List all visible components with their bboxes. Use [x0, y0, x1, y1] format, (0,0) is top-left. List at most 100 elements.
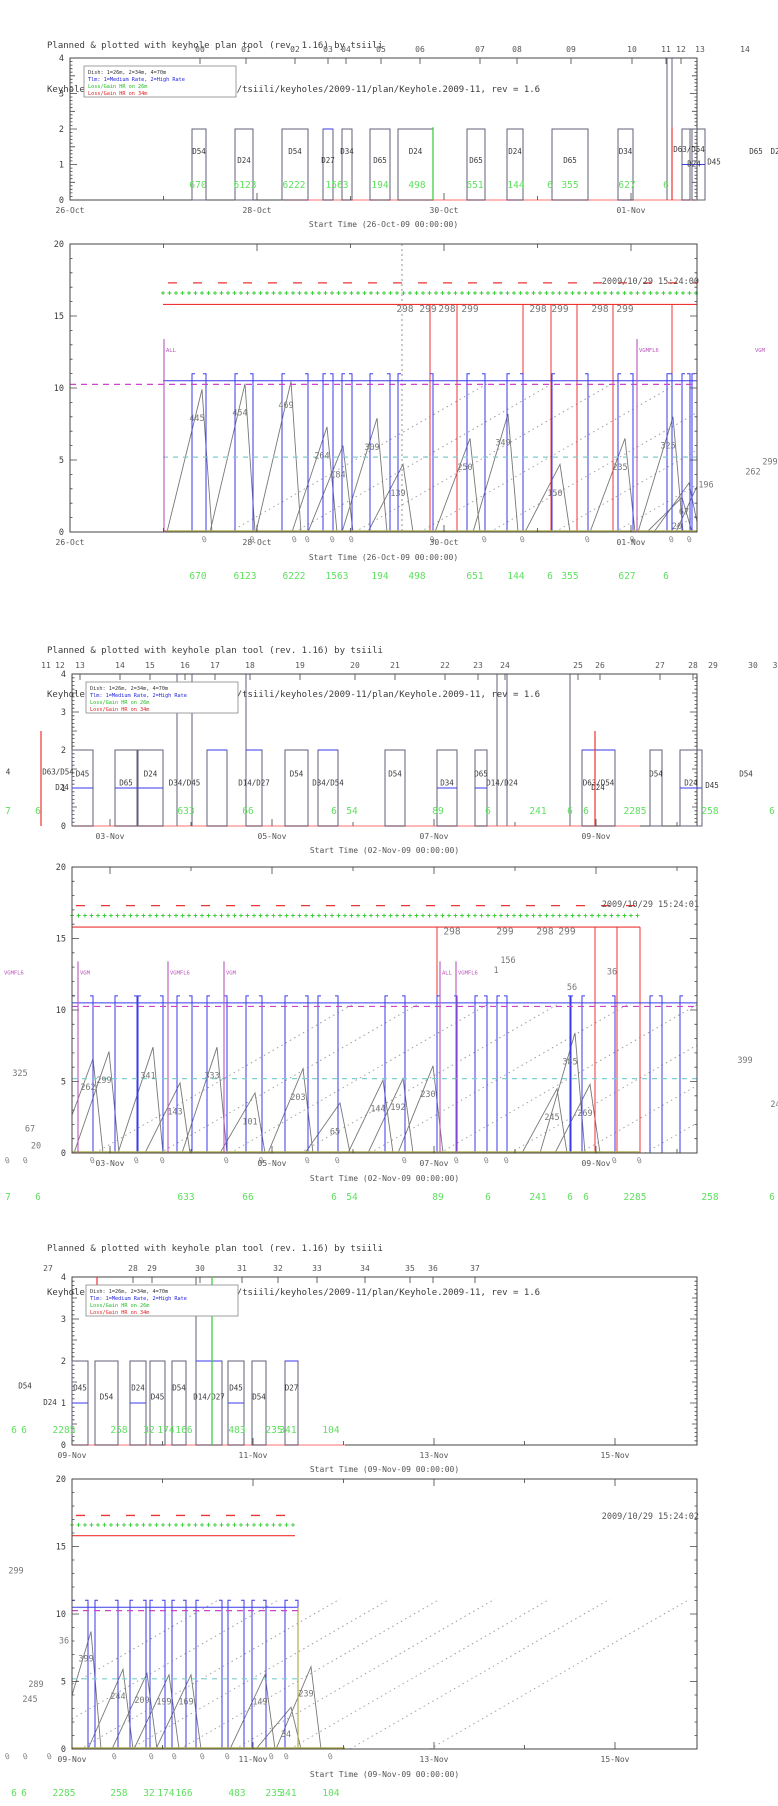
- pass-value-green: 6: [547, 571, 553, 582]
- track-peak-value: 289: [28, 1680, 43, 1690]
- dish-bar-label: D54: [172, 1383, 186, 1392]
- pass-value-green: 258: [110, 1788, 127, 1799]
- dish-bar-label: D65: [749, 147, 763, 156]
- diagonal-dotted-line: [229, 381, 491, 532]
- diagonal-dotted-line: [429, 1598, 691, 1749]
- track-number: 14: [740, 45, 750, 54]
- pass-value-green: 1563: [326, 571, 349, 582]
- track-peak-value: 309: [364, 443, 379, 453]
- zero-mark: 0: [611, 1156, 618, 1166]
- dish-bar-label: D24: [144, 770, 158, 779]
- track-peak-value: 144: [370, 1105, 385, 1115]
- pass-value-green: 6: [331, 806, 337, 817]
- track-number: 3: [773, 661, 778, 670]
- zero-mark: 0: [89, 1156, 96, 1166]
- track-peak-value: 203: [290, 1093, 305, 1103]
- pass-value-green: 6: [567, 1192, 573, 1203]
- pass-value-green: 6: [35, 806, 41, 817]
- track-peak-value: 65: [330, 1127, 340, 1137]
- pass-value-green: 258: [701, 806, 718, 817]
- hr-gain-value: 298: [438, 304, 455, 315]
- track-peak-value: 101: [242, 1117, 257, 1127]
- track-number: 33: [312, 1264, 322, 1273]
- track-number: 28: [128, 1264, 138, 1273]
- plot-timestamp: 2009/10/29 15:24:01: [602, 900, 699, 910]
- track-ticks: [199, 58, 682, 64]
- dish-bar-label: D45: [229, 1383, 243, 1392]
- pass-value-green: 7: [5, 1192, 11, 1203]
- pass-value-green: 355: [561, 180, 578, 191]
- track-peak-value: 230: [420, 1090, 435, 1100]
- date-ticks: [109, 867, 678, 1153]
- dish-bar-label: D63/D54: [583, 779, 615, 788]
- track-peak-value: 20: [672, 522, 682, 532]
- plot-timestamp: 2009/10/29 15:24:00: [602, 277, 699, 287]
- y-axis-ticks-right: [690, 1276, 697, 1446]
- legend-line: Loss/Gain HR on 26m: [88, 84, 147, 90]
- track-number: 13: [695, 45, 705, 54]
- track-peak-value: 150: [547, 489, 562, 499]
- pass-value-green: 194: [371, 180, 388, 191]
- diagonal-dotted-line: [79, 1598, 341, 1749]
- dish-bar-label: D24: [508, 147, 522, 156]
- track-elevation-line: [675, 485, 697, 532]
- date-label: 05-Nov: [258, 1159, 287, 1168]
- track-number: 29: [147, 1264, 157, 1273]
- dish-bar-label: D65: [119, 779, 133, 788]
- track-peak-value: 143: [167, 1107, 182, 1117]
- hr-gain-value: 299: [461, 304, 478, 315]
- pass-value-green: 6: [485, 1192, 491, 1203]
- pass-value-green: 144: [507, 571, 524, 582]
- zero-mark: 0: [4, 1156, 11, 1166]
- date-label: 28-Oct: [243, 206, 272, 215]
- dish-bar: [191, 128, 207, 201]
- pass-value-green: 670: [189, 571, 206, 582]
- track-number: 31: [237, 1264, 247, 1273]
- date-ticks: [69, 244, 632, 532]
- date-label: 03-Nov: [96, 832, 125, 841]
- pass-value-green: 32: [143, 1788, 154, 1799]
- dish-bar: [281, 128, 309, 201]
- track-elevation-line: [539, 1032, 586, 1153]
- y-axis-label: 5: [59, 456, 64, 466]
- track-peak-value: 469: [278, 401, 293, 411]
- y-axis-label: 4: [61, 1273, 66, 1283]
- zero-mark: 0: [401, 1156, 408, 1166]
- track-peak-value: 325: [12, 1069, 27, 1079]
- pass-value-green: 6: [769, 806, 775, 817]
- zero-mark: 0: [223, 1156, 230, 1166]
- zero-mark: 0: [199, 1752, 206, 1762]
- track-elevation-line: [347, 1078, 394, 1153]
- zero-mark: 0: [111, 1752, 118, 1762]
- diagonal-dotted-line: [489, 412, 697, 532]
- dish-bar: [251, 1360, 267, 1446]
- track-elevation-line: [472, 413, 519, 532]
- track-elevation-line: [367, 1077, 414, 1153]
- track-number: 25: [573, 661, 583, 670]
- y-axis-label: 3: [61, 1315, 66, 1325]
- diagonal-dotted-line: [614, 484, 697, 532]
- date-label: 28-Oct: [243, 538, 272, 547]
- date-label: 09-Nov: [58, 1755, 87, 1764]
- pass-value-green: 6: [547, 180, 553, 191]
- pass-value-green: 355: [561, 571, 578, 582]
- y-axis-label: 15: [54, 312, 64, 322]
- track-number: 27: [655, 661, 665, 670]
- legend-line: Tlm: 1=Medium Rate, 2=High Rate: [90, 1296, 187, 1302]
- track-number: 20: [350, 661, 360, 670]
- diagonal-dotted-line: [369, 1002, 631, 1153]
- track-peak-value: 156: [500, 956, 515, 966]
- track-peak-value: 36: [59, 1637, 69, 1647]
- track-elevation-line: [267, 1066, 314, 1153]
- zero-mark: 0: [629, 535, 636, 545]
- dish-bar-label: D14/D27: [193, 1392, 225, 1401]
- pass-value-green: 258: [701, 1192, 718, 1203]
- pass-value-green: 166: [175, 1788, 192, 1799]
- track-peak-value: 399: [78, 1654, 93, 1664]
- track-number: 35: [405, 1264, 415, 1273]
- zero-mark: 0: [348, 535, 355, 545]
- header-line1: Planned & plotted with keyhole plan tool…: [47, 1244, 383, 1254]
- diagonal-dotted-line: [72, 1598, 221, 1685]
- pass-value-green: 54: [346, 1192, 358, 1203]
